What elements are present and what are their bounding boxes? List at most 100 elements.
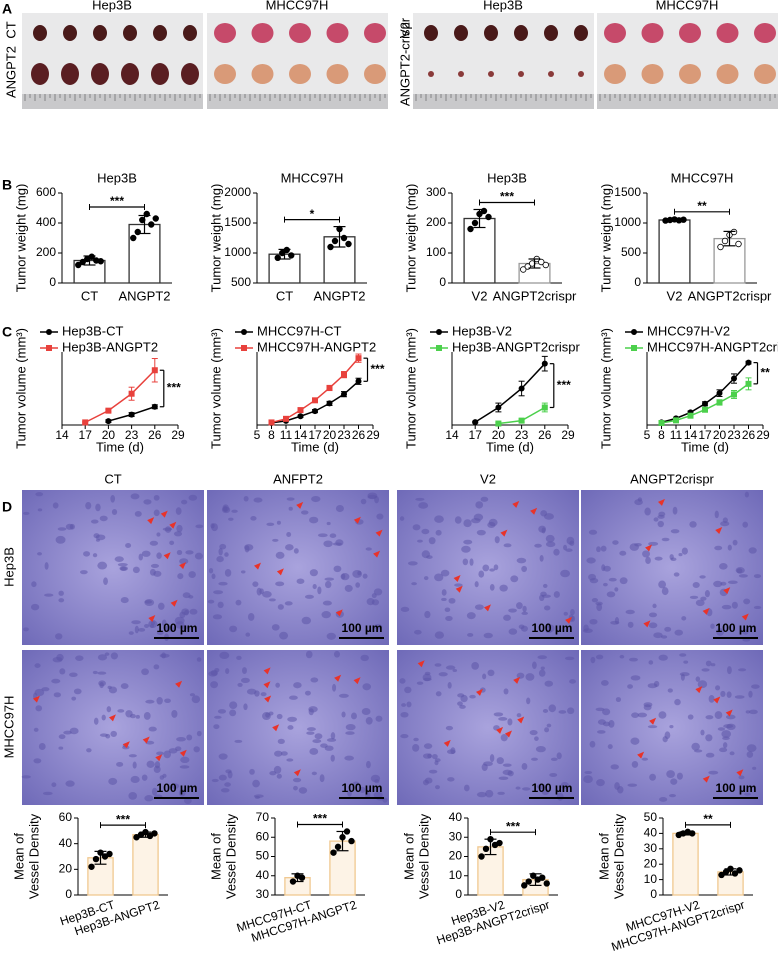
photo-title: MHCC97H [656,0,719,12]
x-axis-label: Time (d) [291,439,339,454]
nucleus [188,595,194,599]
nucleus [627,684,633,689]
tumor [61,63,79,85]
nucleus [400,711,409,718]
nucleus [273,765,282,774]
x-tick-label: 17 [79,428,93,442]
nucleus [42,791,53,796]
nucleus [558,710,567,714]
nucleus [560,569,571,578]
marker [495,404,502,411]
data-point [274,254,281,261]
nucleus [317,586,322,595]
nucleus [330,732,336,740]
x-tick-label: 5 [254,428,261,442]
nucleus [744,491,749,498]
marker [495,420,502,427]
nucleus [743,598,751,605]
nucleus [627,621,634,628]
scale-bar-label: 100 µm [532,781,573,795]
nucleus [457,701,463,706]
nucleus [588,573,596,581]
nucleus [499,584,508,592]
nucleus [210,681,218,689]
nucleus [162,527,173,531]
legend-marker [631,345,637,351]
scale-bar-label: 100 µm [716,621,757,635]
nucleus [722,742,728,749]
nucleus [563,544,568,551]
nucleus [90,519,99,524]
tumor [454,25,468,41]
tumor [33,25,47,41]
marker [541,360,548,367]
vessel-arrow [649,717,657,725]
nucleus [34,663,41,668]
nucleus [502,763,512,767]
nucleus [401,703,407,707]
legend-label: MHCC97H-CT [257,323,342,338]
nucleus [304,594,314,599]
nucleus [500,733,508,742]
nucleus [211,523,218,532]
nucleus [279,631,289,640]
y-axis-label: Vessel Density [223,813,238,899]
chart-title: MHCC97H [671,170,734,185]
nucleus [516,602,523,610]
nucleus [361,707,371,715]
y-axis-label: Vessel Density [416,813,431,899]
marker [268,419,275,426]
nucleus [250,516,257,521]
nucleus [185,550,194,555]
y-tick-label: 2000 [224,185,251,199]
data-point [327,243,334,251]
nucleus [435,691,442,697]
scale-bar-label: 100 µm [532,621,573,635]
data-point [718,871,725,879]
nucleus [274,750,283,757]
nucleus [286,532,292,538]
nucleus [319,774,325,783]
nucleus [589,618,598,625]
nucleus [252,779,260,788]
y-tick-label: 40 [256,868,270,882]
nucleus [131,620,141,625]
y-axis-label: Vessel Density [611,813,626,899]
nucleus [144,623,150,629]
data-point [525,878,532,885]
nucleus [58,746,64,750]
marker [731,375,737,382]
nucleus [83,551,91,557]
nucleus [431,753,438,760]
nucleus [404,686,412,694]
nucleus [596,546,601,553]
vessel-arrow [715,526,723,534]
y-axis-label: Mean of [401,833,416,880]
nucleus [631,712,640,718]
y-axis-label: Tumor volume (mm³) [13,328,28,449]
legend-marker [241,329,247,335]
row-label: Hep3B [1,547,16,587]
nucleus [570,615,576,622]
y-tick-label: 20 [644,856,658,870]
nucleus [584,770,593,775]
nucleus [144,600,153,604]
nucleus [163,750,172,759]
nucleus [119,566,128,571]
nucleus [51,782,57,788]
x-tick-label: 11 [670,428,683,442]
data-point [482,845,490,852]
nucleus [179,558,189,565]
vessel-arrow [723,587,731,595]
vessel-arrow [335,609,343,617]
vessel-arrow [272,724,280,732]
nucleus [218,548,223,556]
tumor [326,23,349,43]
significance: * [310,207,315,221]
nucleus [418,502,429,509]
nucleus [434,663,442,667]
nucleus [543,605,551,611]
nucleus [151,787,158,796]
y-tick-label: 0 [65,887,72,901]
nucleus [683,660,689,664]
